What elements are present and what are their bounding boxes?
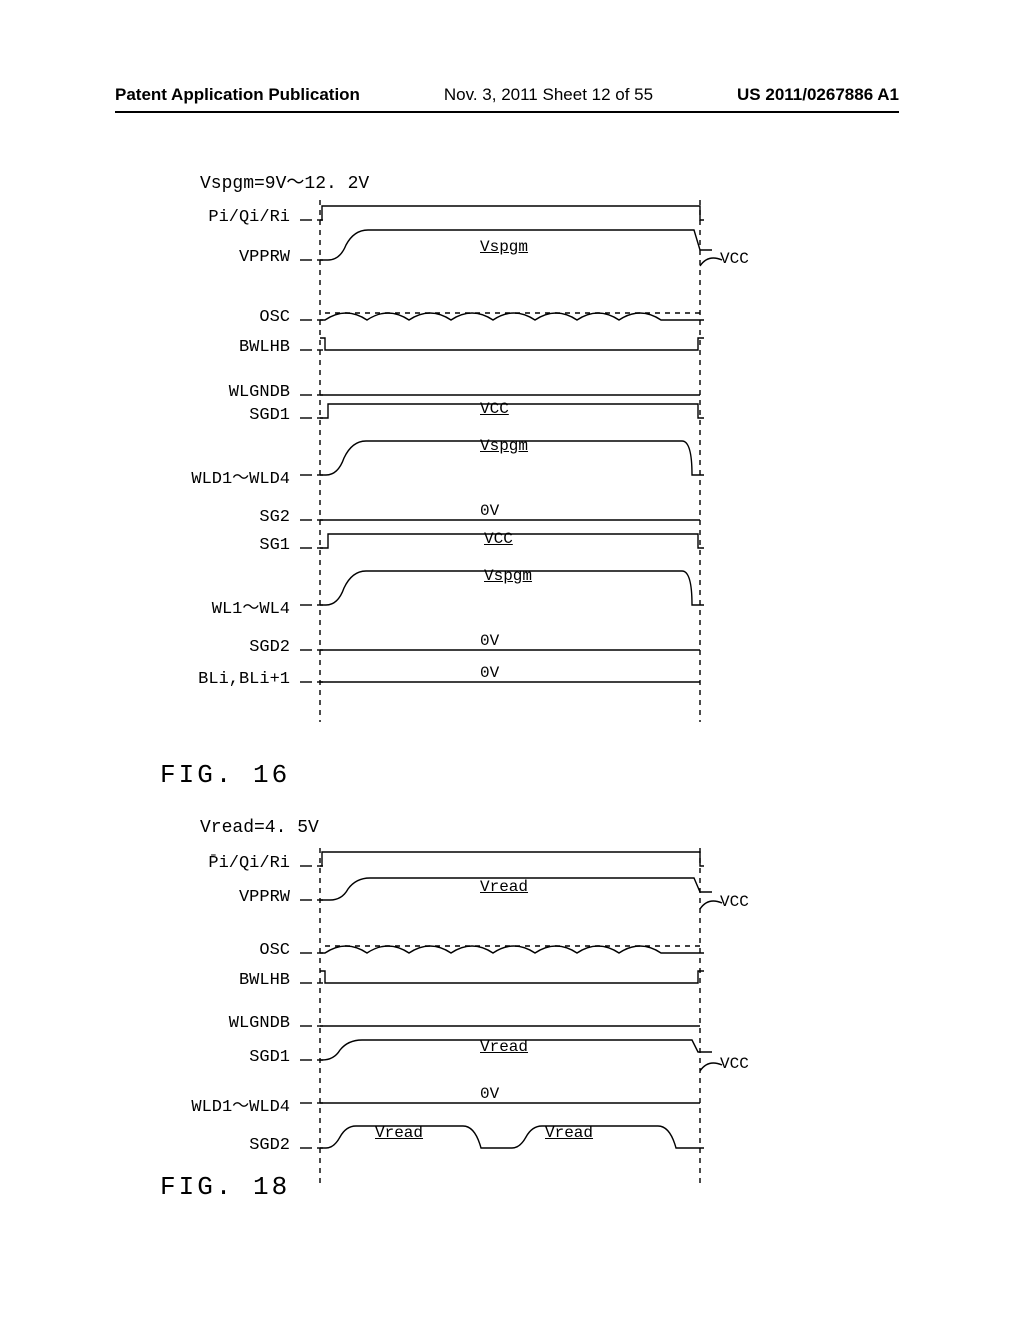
waveform-value-label: VCC [484, 530, 513, 548]
waveform-value-label: Vread [545, 1124, 593, 1142]
header-mid: Nov. 3, 2011 Sheet 12 of 55 [444, 85, 653, 105]
signal-label: Pi/Qi/Ri [208, 208, 290, 227]
signal-label: SGD2 [249, 638, 290, 657]
signal-label: SG2 [259, 508, 290, 527]
signal-label: WLD1～WLD4 [191, 463, 290, 489]
page-header: Patent Application Publication Nov. 3, 2… [115, 85, 899, 113]
waveform-value-label: Vspgm [484, 567, 532, 585]
waveform-value-label: Vread [480, 1038, 528, 1056]
signal-label: SG1 [259, 536, 290, 555]
signal-label: SGD2 [249, 1136, 290, 1155]
fig18-timing-diagram: P̄i/Qi/RiVPPRWVreadOSCBWLHBWLGNDBSGD1Vre… [300, 848, 720, 1188]
header-left: Patent Application Publication [115, 85, 360, 105]
signal-label: BWLHB [239, 338, 290, 357]
fig18-label: FIG. 18 [160, 1172, 290, 1202]
waveform-value-label: 0V [480, 1085, 499, 1103]
signal-label: SGD1 [249, 406, 290, 425]
signal-label: P̄i/Qi/Ri [208, 854, 290, 873]
waveform-value-label: Vread [375, 1124, 423, 1142]
signal-label: WLGNDB [229, 1014, 290, 1033]
fig16-timing-diagram: Pi/Qi/RiVPPRWVspgmOSCBWLHBWLGNDBSGD1VCCW… [300, 200, 720, 722]
fig16-voltage-header: Vspgm=9V～12. 2V [200, 168, 369, 194]
waveform-value-label: VCC [480, 400, 509, 418]
header-right: US 2011/0267886 A1 [737, 85, 899, 105]
signal-label: VPPRW [239, 248, 290, 267]
waveform-value-label: Vspgm [480, 238, 528, 256]
signal-label: WL1～WL4 [212, 593, 290, 619]
fig18-voltage-header: Vread=4. 5V [200, 818, 319, 838]
signal-label: SGD1 [249, 1048, 290, 1067]
waveform-value-label: Vspgm [480, 437, 528, 455]
signal-label: OSC [259, 941, 290, 960]
signal-label: BLi,BLi+1 [198, 670, 290, 689]
waveform-value-label: 0V [480, 664, 499, 682]
signal-label: OSC [259, 308, 290, 327]
signal-label: VPPRW [239, 888, 290, 907]
waveform-value-label: 0V [480, 632, 499, 650]
fig16-label: FIG. 16 [160, 760, 290, 790]
waveform-value-label: 0V [480, 502, 499, 520]
signal-label: WLGNDB [229, 383, 290, 402]
waveform-value-label: Vread [480, 878, 528, 896]
signal-label: WLD1～WLD4 [191, 1091, 290, 1117]
signal-label: BWLHB [239, 971, 290, 990]
